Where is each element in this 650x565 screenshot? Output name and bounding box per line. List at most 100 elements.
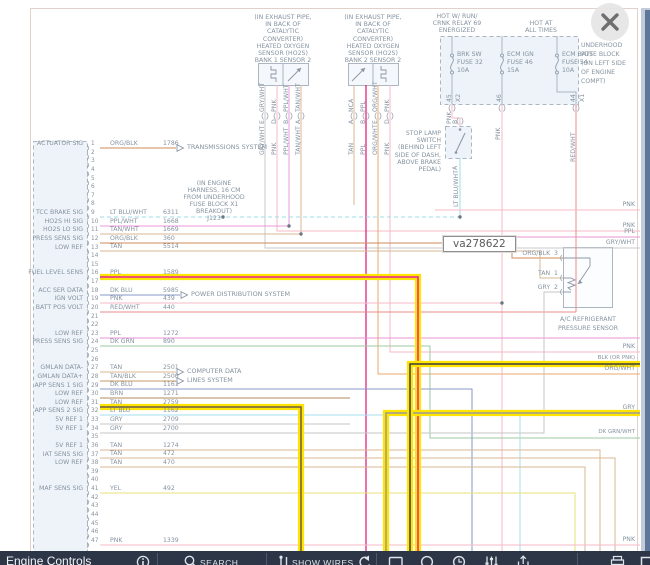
connector-bracket-icon [355,112,358,120]
pin-terminal-icon [86,412,90,418]
wire-pin-36[interactable] [100,449,601,565]
connector-bracket-icon [290,112,293,120]
heater-element-icon [270,66,277,82]
pin-terminal-icon [86,180,90,186]
connector-bracket-icon [261,112,264,120]
close-button[interactable] [591,3,629,41]
wire-bank2-pnk[interactable] [389,85,640,353]
zoom-icon[interactable] [420,555,434,565]
wire-bank1-pnk[interactable] [276,85,640,232]
connector-bracket-icon [498,104,501,112]
connector-bracket-icon [285,112,288,120]
fuse-block-internal-wire [556,74,577,104]
splice-dot [299,232,303,236]
pin-terminal-icon [86,326,90,332]
pin-terminal-icon [86,335,90,341]
wire-pin-29[interactable] [100,388,473,565]
pin-terminal-icon [86,223,90,229]
toolbar-divider [376,553,377,565]
wire-pin-37[interactable] [100,457,616,565]
connector-bracket-icon [503,104,506,112]
pin-terminal-icon [86,516,90,522]
connector-bracket-icon [560,288,563,296]
connector-bracket-icon [456,117,459,125]
highlighted-gry-wire-glow[interactable] [382,409,640,565]
connector-bracket-icon [362,112,365,120]
splice-dot [500,301,504,305]
wire-pin-16[interactable] [100,276,419,565]
export-icon[interactable] [516,555,531,565]
fuse-icon [500,56,504,71]
connector-bracket-icon [379,112,382,120]
wire-pin-38[interactable] [100,466,586,565]
highlighted-gry-wire[interactable] [385,412,640,565]
wire-fuse32-pnk[interactable] [451,104,461,126]
show-wires-icon [279,555,288,565]
switch-contact-dot [458,128,462,131]
fuse-icon [555,56,559,71]
pin-terminal-icon [86,205,90,211]
connector-bracket-icon [448,104,451,112]
connector-bracket-icon [461,117,464,125]
connector-bracket-icon [560,274,563,282]
pin-terminal-icon [86,533,90,539]
highlighted-wire-pin-31[interactable] [100,406,302,565]
pin-terminal-icon [86,300,90,306]
fit-width-icon[interactable] [388,555,404,565]
heater-element-icon [380,66,387,82]
pin-terminal-icon [86,507,90,513]
pin-terminal-icon [86,404,90,410]
ecm-connector-box [33,141,88,554]
pin-terminal-icon [86,438,90,444]
highlighted-blk-wire-glow[interactable] [406,360,640,565]
connector-bracket-icon [386,112,389,120]
highlighted-blk-wire[interactable] [409,363,640,565]
fullscreen-icon[interactable] [640,555,650,565]
pin-terminal-icon [86,197,90,203]
wire-bank2-org-wht[interactable] [377,85,640,375]
pin-terminal-icon [86,542,90,548]
underhood-fuse-block-box [440,36,579,105]
connector-bracket-icon [453,104,456,112]
highlighted-wire-pin-16[interactable] [100,276,419,565]
ac-pressure-sensor-box [563,247,613,308]
connector-bracket-icon [577,104,580,112]
arrowhead [360,68,365,73]
history-icon[interactable] [452,555,466,565]
pin-terminal-icon [86,154,90,160]
print-icon[interactable] [610,555,625,565]
switch-contact-dot [454,151,458,154]
switch-arm [455,132,466,153]
pin-terminal-icon [86,456,90,462]
diagram-id-tag: va278622 [443,236,516,252]
pin-terminal-icon [86,292,90,298]
adjust-icon[interactable] [484,555,499,565]
wire-pin-13[interactable] [100,250,563,279]
pin-terminal-icon [86,387,90,393]
toolbar-divider [157,553,158,565]
vertical-scrollbar-thumb[interactable] [645,10,650,551]
pin-terminal-icon [86,464,90,470]
system-arrow-icon [176,143,185,153]
pin-terminal-icon [86,430,90,436]
wire-pin-41[interactable] [100,492,576,565]
wire-pin-24[interactable] [100,345,640,439]
connector-bracket-icon [297,112,300,120]
connector-bracket-icon [572,104,575,112]
toolbar-divider [577,553,578,565]
highlighted-wire-pin-16-glow[interactable] [100,273,422,565]
pin-terminal-icon [86,231,90,237]
fuse-icon [450,56,454,71]
arrowhead [578,279,583,284]
wire-pin-31[interactable] [100,406,302,565]
pin-terminal-icon [86,352,90,358]
info-icon[interactable] [136,555,150,565]
bottom-toolbar: Engine Controls SEARCH SHOW WIRES [0,551,650,565]
close-icon [601,13,619,31]
search-icon [184,555,196,565]
reset-icon[interactable] [357,555,372,565]
pin-terminal-icon [86,490,90,496]
highlighted-wire-pin-31-glow[interactable] [100,403,305,565]
